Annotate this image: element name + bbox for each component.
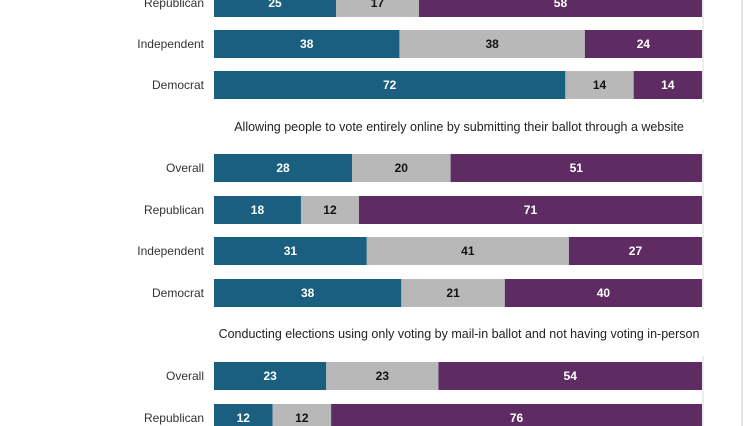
panel-3-value-label-overall-support: 54 (564, 369, 578, 383)
panel-1-value-label-democrat-support: 14 (661, 78, 675, 92)
panel-1-bar-republican-support (418, 0, 702, 17)
panel-2-value-label-republican-support: 71 (524, 203, 538, 217)
panel-1-category-label-independent: Independent (137, 37, 204, 51)
panel-3-value-label-republican-support: 76 (510, 411, 524, 425)
panel-1-bar-republican-oppose (214, 0, 336, 17)
panel-2-category-label-overall: Overall (166, 161, 204, 175)
panel-3-category-label-republican: Republican (144, 411, 204, 425)
panel-2-value-label-independent-oppose: 31 (284, 244, 298, 258)
panel-2-value-label-overall-support: 51 (570, 161, 584, 175)
panel-1-value-label-independent-support: 24 (637, 37, 651, 51)
panel-2-bar-independent-support (568, 237, 702, 265)
panel-1-value-label-democrat-oppose: 72 (383, 78, 397, 92)
panel-1-bar-democrat-unsure (565, 71, 634, 99)
panel-2-bar-independent-oppose (214, 237, 367, 265)
panel-2-value-label-independent-unsure: 41 (461, 244, 475, 258)
panel-3-value-label-overall-unsure: 23 (376, 369, 390, 383)
panel-2-bar-republican-unsure (300, 196, 359, 224)
panel-2-value-label-independent-support: 27 (629, 244, 643, 258)
panel-3-category-label-overall: Overall (166, 369, 204, 383)
panel-2-category-label-democrat: Democrat (152, 286, 205, 300)
panel-2-bar-democrat-support (504, 279, 702, 307)
panel-1-bar-independent-support (584, 30, 702, 58)
panel-2-bar-republican-oppose (214, 196, 301, 224)
panel-2-value-label-republican-unsure: 12 (323, 203, 337, 217)
panel-1-value-label-republican-oppose: 25 (268, 0, 282, 10)
panel-2-value-label-overall-oppose: 28 (276, 161, 290, 175)
panel-1-value-label-independent-oppose: 38 (300, 37, 314, 51)
panel-3-value-label-overall-oppose: 23 (263, 369, 277, 383)
panel-2-value-label-democrat-unsure: 21 (446, 286, 460, 300)
panel-2-bar-republican-support (358, 196, 702, 224)
panel-2-title: Allowing people to vote entirely online … (234, 120, 684, 134)
panel-3-value-label-republican-oppose: 12 (237, 411, 251, 425)
panel-2-value-label-republican-oppose: 18 (251, 203, 265, 217)
panel-1-bar-democrat-oppose (214, 71, 566, 99)
panel-3-bar-overall-oppose (214, 362, 327, 390)
panel-3-title: Conducting elections using only voting b… (219, 327, 700, 341)
panel-3-bar-republican-oppose (214, 404, 273, 426)
panel-2-category-label-republican: Republican (144, 203, 204, 217)
panel-1-category-label-democrat: Democrat (152, 78, 205, 92)
panel-2-category-label-independent: Independent (137, 244, 204, 258)
panel-2-bar-democrat-oppose (214, 279, 402, 307)
panel-1-value-label-republican-support: 58 (554, 0, 568, 10)
panel-2-bar-overall-oppose (214, 154, 353, 182)
panel-1-category-label-republican: Republican (144, 0, 204, 10)
panel-2-bar-overall-support (450, 154, 702, 182)
panel-3-bar-overall-support (438, 362, 702, 390)
panel-2-bar-democrat-unsure (401, 279, 505, 307)
panel-1-bar-republican-unsure (336, 0, 419, 17)
panel-2-value-label-overall-unsure: 20 (395, 161, 409, 175)
panel-3-bar-republican-support (331, 404, 702, 426)
panel-1-value-label-independent-unsure: 38 (485, 37, 499, 51)
panel-2-value-label-democrat-support: 40 (597, 286, 611, 300)
panel-2-bar-independent-unsure (366, 237, 569, 265)
panel-1-bar-democrat-support (633, 71, 702, 99)
panel-1-bar-independent-oppose (214, 30, 400, 58)
panel-1-value-label-democrat-unsure: 14 (593, 78, 607, 92)
panel-2-value-label-democrat-oppose: 38 (301, 286, 315, 300)
panel-3-value-label-republican-unsure: 12 (295, 411, 309, 425)
panel-3-bar-overall-unsure (326, 362, 439, 390)
panel-2-bar-overall-unsure (352, 154, 451, 182)
panel-1-value-label-republican-unsure: 17 (371, 0, 385, 10)
panel-3-bar-republican-unsure (272, 404, 332, 426)
panel-1-bar-independent-unsure (399, 30, 585, 58)
